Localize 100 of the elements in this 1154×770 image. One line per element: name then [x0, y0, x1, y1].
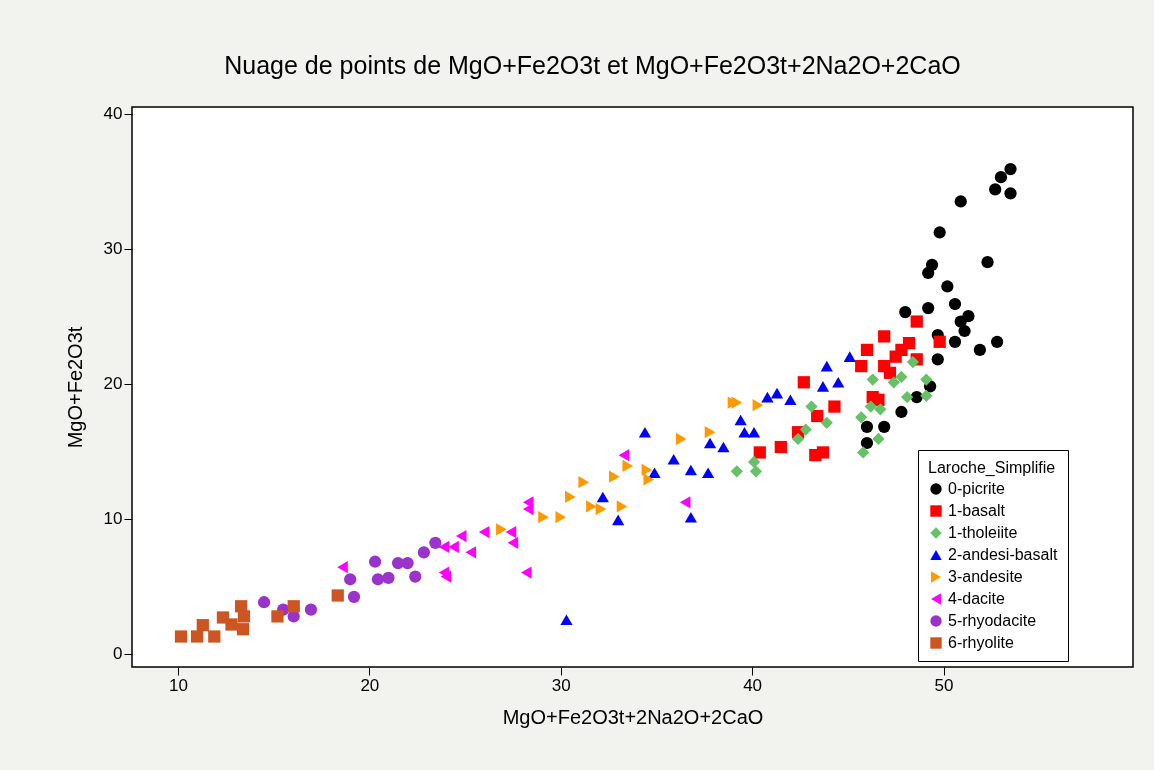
point [622, 459, 634, 473]
point [855, 411, 868, 424]
point [889, 350, 902, 363]
point [701, 467, 715, 478]
point [679, 496, 691, 509]
point [887, 376, 900, 389]
legend-title: Laroche_Simplifie [928, 459, 1056, 477]
legend-label: 1-basalt [948, 502, 1006, 519]
point [895, 405, 908, 419]
point [505, 525, 517, 539]
point [749, 465, 763, 478]
y-tick-label: 30 [103, 239, 123, 259]
point [409, 570, 422, 583]
point [857, 446, 870, 459]
point [770, 387, 784, 399]
point [832, 376, 845, 388]
point [774, 440, 787, 454]
point [337, 561, 348, 574]
point [174, 630, 188, 643]
point [809, 449, 822, 462]
point [271, 610, 284, 623]
point [196, 619, 209, 632]
point [747, 455, 761, 469]
point [816, 381, 830, 392]
point [595, 503, 607, 516]
point [257, 596, 271, 609]
point [901, 391, 914, 404]
point [990, 335, 1004, 348]
chart-title: Nuage de points de MgO+Fe2O3t et MgO+Fe2O3t+2Na2O+2CaO [224, 50, 961, 79]
x-tick-label: 10 [168, 675, 188, 695]
y-tick-label: 0 [113, 644, 123, 664]
y-axis-title: MgO+Fe2O3t [63, 326, 86, 449]
point [304, 603, 318, 616]
point [730, 465, 743, 478]
point [799, 423, 812, 436]
point [906, 355, 920, 369]
point [899, 306, 912, 319]
point [895, 370, 908, 383]
point [784, 394, 797, 406]
point [860, 343, 874, 357]
point [616, 500, 628, 513]
point [643, 473, 655, 486]
point [805, 400, 818, 413]
point [866, 373, 879, 386]
point [344, 573, 357, 586]
point [237, 610, 251, 623]
y-tick-label: 10 [103, 509, 123, 529]
point [704, 426, 716, 439]
point [648, 467, 661, 478]
point [989, 183, 1002, 196]
x-axis-title: MgO+Fe2O3t+2Na2O+2CaO [502, 705, 764, 728]
point [190, 630, 204, 643]
point [954, 195, 967, 208]
x-tick-label: 50 [934, 675, 954, 695]
point [287, 600, 300, 613]
point [820, 416, 833, 429]
point [738, 426, 751, 438]
point [883, 366, 897, 379]
point [609, 470, 620, 483]
point [564, 490, 576, 504]
point [791, 432, 805, 446]
point [948, 297, 962, 311]
point [941, 280, 954, 293]
legend-label: 0-picrite [948, 480, 1006, 497]
point [910, 315, 923, 328]
legend-label: 1-tholeiite [948, 524, 1018, 541]
point [933, 226, 946, 239]
point [872, 432, 885, 446]
point [391, 556, 405, 570]
point [753, 446, 766, 459]
point [878, 330, 891, 343]
point [429, 536, 442, 549]
point [703, 437, 717, 449]
point [618, 449, 630, 462]
point [860, 420, 874, 433]
point [676, 432, 687, 446]
point [417, 546, 430, 559]
point [920, 373, 933, 386]
point [922, 301, 935, 315]
point [933, 335, 946, 348]
legend-label: 4-dacite [948, 590, 1006, 607]
point [478, 525, 490, 539]
point [717, 441, 730, 453]
point [455, 529, 467, 543]
legend-label: 5-rhyodacite [948, 612, 1037, 629]
x-tick-label: 20 [360, 675, 380, 695]
point [902, 337, 916, 350]
point [596, 491, 609, 503]
point [448, 540, 459, 554]
point [1004, 187, 1017, 200]
point [401, 556, 414, 570]
point [920, 389, 933, 402]
point [860, 436, 874, 450]
point [958, 324, 971, 338]
point [208, 630, 221, 643]
point [496, 523, 507, 536]
point [948, 335, 962, 348]
y-tick-label: 20 [103, 374, 123, 394]
point [797, 376, 810, 389]
point [225, 618, 238, 631]
